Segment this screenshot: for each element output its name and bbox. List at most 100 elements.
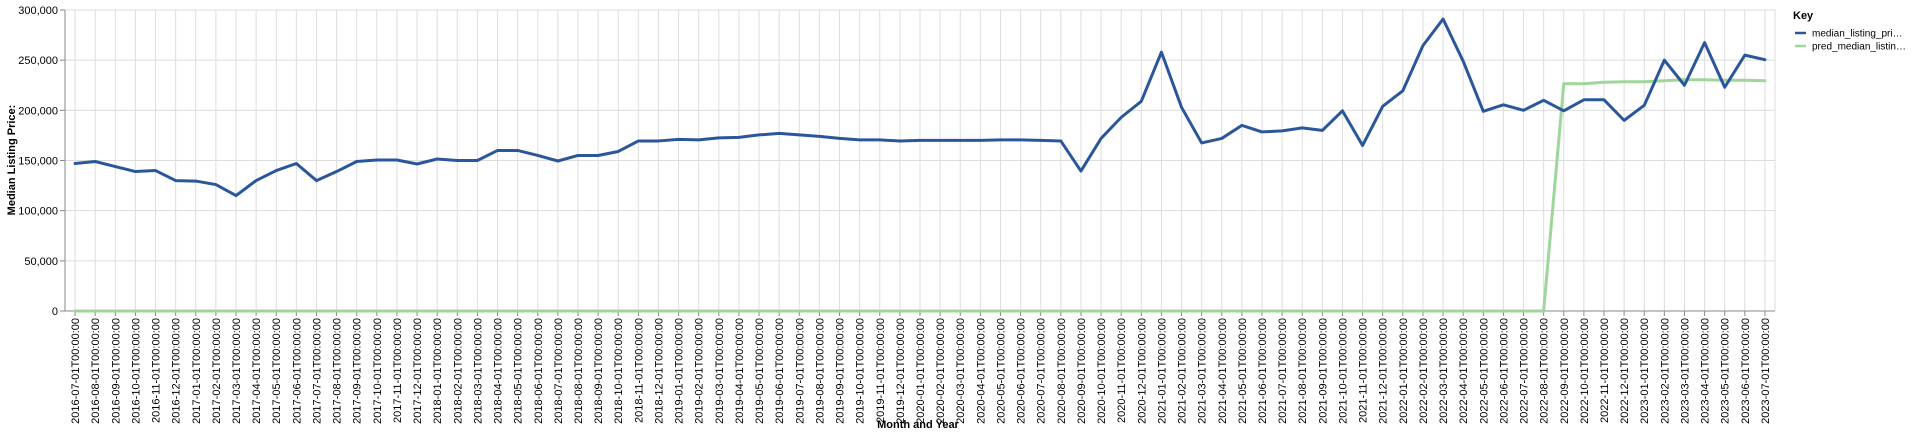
x-tick-label: 2019-09-01T00:00:00 xyxy=(835,318,847,424)
x-tick-label: 2019-05-01T00:00:00 xyxy=(754,318,766,424)
x-tick-label: 2021-09-01T00:00:00 xyxy=(1317,318,1329,424)
x-tick-label: 2020-05-01T00:00:00 xyxy=(995,318,1007,424)
x-tick-label: 2018-01-01T00:00:00 xyxy=(432,318,444,424)
x-tick-label: 2017-10-01T00:00:00 xyxy=(372,318,384,424)
x-tick-label: 2017-03-01T00:00:00 xyxy=(231,318,243,424)
x-tick-label: 2018-08-01T00:00:00 xyxy=(573,318,585,424)
x-tick-label: 2023-04-01T00:00:00 xyxy=(1700,318,1712,424)
x-tick-label: 2017-07-01T00:00:00 xyxy=(311,318,323,424)
x-tick-label: 2016-07-01T00:00:00 xyxy=(70,318,82,424)
x-tick-label: 2023-03-01T00:00:00 xyxy=(1679,318,1691,424)
x-tick-label: 2022-12-01T00:00:00 xyxy=(1619,318,1631,424)
x-tick-label: 2021-08-01T00:00:00 xyxy=(1297,318,1309,424)
x-axis-title: Month and Year xyxy=(877,419,959,431)
x-tick-label: 2020-08-01T00:00:00 xyxy=(1056,318,1068,424)
x-tick-label: 2018-10-01T00:00:00 xyxy=(613,318,625,424)
x-tick-label: 2021-04-01T00:00:00 xyxy=(1217,318,1229,424)
y-tick-label: 0 xyxy=(52,306,58,318)
x-tick-label: 2021-10-01T00:00:00 xyxy=(1337,318,1349,424)
x-tick-label: 2018-02-01T00:00:00 xyxy=(452,318,464,424)
x-tick-label: 2020-09-01T00:00:00 xyxy=(1076,318,1088,424)
x-tick-label: 2021-11-01T00:00:00 xyxy=(1358,318,1370,423)
x-tick-label: 2022-05-01T00:00:00 xyxy=(1478,318,1490,424)
y-tick-label: 150,000 xyxy=(18,156,58,168)
x-tick-label: 2016-12-01T00:00:00 xyxy=(171,318,183,424)
x-tick-label: 2020-07-01T00:00:00 xyxy=(1036,318,1048,424)
legend-label-2: pred_median_listin… xyxy=(1812,42,1906,53)
x-tick-label: 2021-01-01T00:00:00 xyxy=(1156,318,1168,424)
x-tick-label: 2020-10-01T00:00:00 xyxy=(1096,318,1108,424)
series-line-2 xyxy=(73,78,1767,313)
x-tick-label: 2019-01-01T00:00:00 xyxy=(674,318,686,424)
y-tick-label: 250,000 xyxy=(18,55,58,67)
x-tick-label: 2019-03-01T00:00:00 xyxy=(714,318,726,424)
x-tick-label: 2019-12-01T00:00:00 xyxy=(895,318,907,424)
x-tick-label: 2016-10-01T00:00:00 xyxy=(130,318,142,424)
x-tick-label: 2017-06-01T00:00:00 xyxy=(291,318,303,424)
x-tick-label: 2017-02-01T00:00:00 xyxy=(211,318,223,424)
legend-items: median_listing_pri… pred_median_listin… xyxy=(1795,29,1906,53)
x-tick-label: 2019-11-01T00:00:00 xyxy=(875,318,887,423)
x-tick-label: 2019-10-01T00:00:00 xyxy=(855,318,867,424)
x-tick-label: 2016-09-01T00:00:00 xyxy=(110,318,122,424)
x-tick-label: 2022-10-01T00:00:00 xyxy=(1579,318,1591,424)
x-tick-label: 2016-11-01T00:00:00 xyxy=(151,318,163,423)
series-layer xyxy=(73,17,1767,313)
x-tick-label: 2020-06-01T00:00:00 xyxy=(1016,318,1028,424)
x-tick-label: 2020-12-01T00:00:00 xyxy=(1136,318,1148,424)
x-tick-label: 2023-07-01T00:00:00 xyxy=(1760,318,1772,424)
x-tick-label: 2018-12-01T00:00:00 xyxy=(653,318,665,424)
x-tick-label: 2023-02-01T00:00:00 xyxy=(1659,318,1671,424)
x-tick-label: 2019-02-01T00:00:00 xyxy=(694,318,706,424)
x-tick-label: 2021-12-01T00:00:00 xyxy=(1378,318,1390,424)
x-tick-label: 2020-11-01T00:00:00 xyxy=(1116,318,1128,423)
x-tick-label: 2020-03-01T00:00:00 xyxy=(955,318,967,424)
x-tick-label: 2022-01-01T00:00:00 xyxy=(1398,318,1410,424)
x-tick-label: 2018-03-01T00:00:00 xyxy=(472,318,484,424)
x-tick-label: 2018-04-01T00:00:00 xyxy=(493,318,505,424)
x-tick-label: 2017-11-01T00:00:00 xyxy=(392,318,404,423)
legend-label-1: median_listing_pri… xyxy=(1812,29,1903,40)
x-tick-label: 2016-08-01T00:00:00 xyxy=(90,318,102,424)
x-tick-label: 2017-12-01T00:00:00 xyxy=(412,318,424,424)
x-tick-label: 2018-11-01T00:00:00 xyxy=(633,318,645,423)
x-tick-label: 2020-04-01T00:00:00 xyxy=(975,318,987,424)
x-tick-label: 2017-05-01T00:00:00 xyxy=(271,318,283,424)
x-tick-label: 2020-01-01T00:00:00 xyxy=(915,318,927,424)
y-tick-label: 50,000 xyxy=(24,256,58,268)
x-tick-label: 2022-06-01T00:00:00 xyxy=(1498,318,1510,424)
x-tick-label: 2019-06-01T00:00:00 xyxy=(774,318,786,424)
x-tick-label: 2018-05-01T00:00:00 xyxy=(513,318,525,424)
grid-layer xyxy=(64,9,1776,312)
x-tick-label: 2021-02-01T00:00:00 xyxy=(1177,318,1189,424)
y-tick-label: 300,000 xyxy=(18,5,58,17)
x-tick-label: 2022-04-01T00:00:00 xyxy=(1458,318,1470,424)
x-tick-label: 2021-05-01T00:00:00 xyxy=(1237,318,1249,424)
y-tick-label: 100,000 xyxy=(18,206,58,218)
x-tick-label: 2021-06-01T00:00:00 xyxy=(1257,318,1269,424)
x-tick-label: 2022-08-01T00:00:00 xyxy=(1539,318,1551,424)
y-tick-label: 200,000 xyxy=(18,105,58,117)
x-tick-label: 2022-09-01T00:00:00 xyxy=(1559,318,1571,424)
x-tick-label: 2022-03-01T00:00:00 xyxy=(1438,318,1450,424)
x-tick-label: 2021-03-01T00:00:00 xyxy=(1197,318,1209,424)
x-tick-label: 2023-05-01T00:00:00 xyxy=(1720,318,1732,424)
x-tick-label: 2022-07-01T00:00:00 xyxy=(1519,318,1531,424)
x-tick-label: 2018-09-01T00:00:00 xyxy=(593,318,605,424)
legend: Key median_listing_pri… pred_median_listi… xyxy=(1793,10,1906,53)
axis-layer: 0 50,000 100,000 150,000 200,000 250,000 300,0… xyxy=(18,5,1775,424)
x-tick-label: 2022-02-01T00:00:00 xyxy=(1418,318,1430,424)
x-tick-label: 2017-04-01T00:00:00 xyxy=(251,318,263,424)
x-tick-label: 2018-06-01T00:00:00 xyxy=(533,318,545,424)
x-tick-label: 2017-09-01T00:00:00 xyxy=(352,318,364,424)
x-tick-label: 2023-06-01T00:00:00 xyxy=(1740,318,1752,424)
x-tick-label: 2019-07-01T00:00:00 xyxy=(794,318,806,424)
y-axis-title: Median Listing Price: xyxy=(6,105,18,216)
x-tick-label: 2019-08-01T00:00:00 xyxy=(814,318,826,424)
legend-title: Key xyxy=(1793,10,1814,22)
series-line-1 xyxy=(73,17,1767,198)
x-tick-label: 2019-04-01T00:00:00 xyxy=(734,318,746,424)
x-tick-label: 2020-02-01T00:00:00 xyxy=(935,318,947,424)
